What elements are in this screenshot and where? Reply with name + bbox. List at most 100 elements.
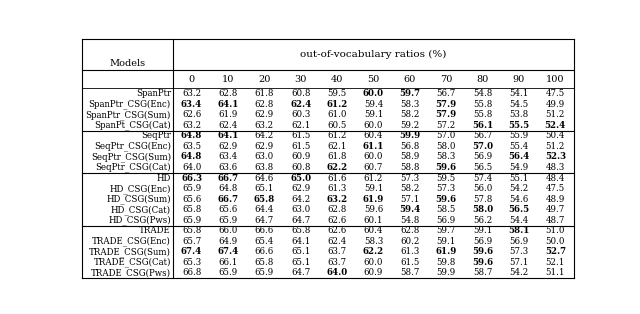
Text: 64.1: 64.1 [291, 237, 310, 246]
Text: 51.1: 51.1 [545, 268, 565, 278]
Text: 59.6: 59.6 [436, 163, 457, 172]
Text: 56.9: 56.9 [473, 153, 492, 161]
Text: 62.2: 62.2 [326, 163, 348, 172]
Text: 63.7: 63.7 [328, 247, 347, 257]
Text: 57.1: 57.1 [400, 195, 420, 204]
Text: HD_CSG(Cat): HD_CSG(Cat) [111, 205, 171, 215]
Text: 62.2: 62.2 [363, 247, 384, 257]
Text: 20: 20 [258, 75, 271, 84]
Text: 62.4: 62.4 [328, 237, 347, 246]
Text: 64.2: 64.2 [255, 131, 274, 140]
Text: 61.8: 61.8 [255, 89, 274, 98]
Text: SeqPtr_CSG(Sum): SeqPtr_CSG(Sum) [91, 152, 171, 162]
Text: 56.7: 56.7 [473, 131, 492, 140]
Text: 58.1: 58.1 [508, 226, 530, 235]
Text: 58.0: 58.0 [436, 142, 456, 151]
Text: 65.8: 65.8 [182, 205, 202, 214]
Text: 60.7: 60.7 [364, 163, 383, 172]
Text: 65.8: 65.8 [255, 258, 274, 267]
Text: 55.8: 55.8 [473, 110, 492, 119]
Text: 59.6: 59.6 [436, 195, 457, 204]
Text: 59.2: 59.2 [400, 121, 419, 130]
Text: 56.9: 56.9 [436, 216, 456, 225]
Text: 62.6: 62.6 [328, 226, 347, 235]
Text: 65.9: 65.9 [182, 216, 201, 225]
Text: 63.6: 63.6 [218, 163, 237, 172]
Text: 59.8: 59.8 [436, 258, 456, 267]
Text: 58.5: 58.5 [436, 205, 456, 214]
Text: 61.9: 61.9 [363, 195, 384, 204]
Text: 63.2: 63.2 [326, 195, 348, 204]
Text: 61.9: 61.9 [218, 110, 237, 119]
Text: 53.8: 53.8 [509, 110, 529, 119]
Text: 63.2: 63.2 [255, 121, 274, 130]
Text: 58.7: 58.7 [400, 268, 420, 278]
Text: 66.1: 66.1 [218, 258, 237, 267]
Text: 57.2: 57.2 [436, 121, 456, 130]
Text: 58.3: 58.3 [436, 153, 456, 161]
Text: 67.4: 67.4 [218, 247, 239, 257]
Text: 54.2: 54.2 [509, 184, 529, 193]
Text: 54.1: 54.1 [509, 89, 529, 98]
Text: 65.6: 65.6 [218, 205, 237, 214]
Text: 57.3: 57.3 [436, 184, 456, 193]
Text: 63.8: 63.8 [255, 163, 274, 172]
Text: 49.7: 49.7 [546, 205, 565, 214]
Text: 59.5: 59.5 [328, 89, 347, 98]
Text: 59.1: 59.1 [364, 184, 383, 193]
Text: 62.9: 62.9 [218, 142, 237, 151]
Text: 58.3: 58.3 [364, 237, 383, 246]
Text: 64.8: 64.8 [218, 184, 237, 193]
Text: 55.1: 55.1 [509, 174, 529, 182]
Text: 66.3: 66.3 [181, 174, 202, 182]
Text: HD_CSG(Pws): HD_CSG(Pws) [108, 215, 171, 225]
Text: 62.8: 62.8 [400, 226, 420, 235]
Text: 58.0: 58.0 [472, 205, 493, 214]
Text: 65.9: 65.9 [218, 216, 237, 225]
Text: TRADE_CSG(Pws): TRADE_CSG(Pws) [91, 268, 171, 278]
Text: 64.9: 64.9 [218, 237, 237, 246]
Text: 65.4: 65.4 [255, 237, 274, 246]
Text: 59.4: 59.4 [399, 205, 420, 214]
Text: 56.7: 56.7 [436, 89, 456, 98]
Text: 64.4: 64.4 [255, 205, 274, 214]
Text: 65.6: 65.6 [182, 195, 201, 204]
Text: 64.7: 64.7 [291, 216, 310, 225]
Text: 59.7: 59.7 [399, 89, 420, 98]
Text: 70: 70 [440, 75, 452, 84]
Text: 65.1: 65.1 [291, 258, 310, 267]
Text: 65.9: 65.9 [255, 268, 274, 278]
Text: 65.3: 65.3 [182, 258, 201, 267]
Text: 61.2: 61.2 [364, 174, 383, 182]
Text: 57.0: 57.0 [472, 142, 493, 151]
Text: 51.0: 51.0 [545, 226, 565, 235]
Text: 62.8: 62.8 [218, 89, 237, 98]
Text: 57.9: 57.9 [436, 100, 457, 109]
Text: 59.9: 59.9 [399, 131, 420, 140]
Text: 58.2: 58.2 [400, 184, 420, 193]
Text: 59.6: 59.6 [364, 205, 383, 214]
Text: 56.0: 56.0 [473, 184, 492, 193]
Text: 100: 100 [546, 75, 564, 84]
Text: 60.0: 60.0 [363, 89, 384, 98]
Text: HD_CSG(Enc): HD_CSG(Enc) [109, 184, 171, 193]
Text: 63.0: 63.0 [255, 153, 274, 161]
Text: 59.1: 59.1 [436, 237, 456, 246]
Text: 48.4: 48.4 [546, 174, 565, 182]
Text: 64.8: 64.8 [181, 153, 202, 161]
Text: 64.0: 64.0 [182, 163, 202, 172]
Text: 54.6: 54.6 [509, 195, 529, 204]
Text: 55.9: 55.9 [509, 131, 529, 140]
Text: 50.0: 50.0 [545, 237, 565, 246]
Text: 65.9: 65.9 [218, 268, 237, 278]
Text: TRADE_CSG(Enc): TRADE_CSG(Enc) [92, 236, 171, 246]
Text: 64.0: 64.0 [326, 268, 348, 278]
Text: 47.5: 47.5 [546, 89, 565, 98]
Text: 58.8: 58.8 [400, 163, 420, 172]
Text: 56.8: 56.8 [400, 142, 420, 151]
Text: 60.4: 60.4 [364, 131, 383, 140]
Text: 58.7: 58.7 [473, 268, 492, 278]
Text: 57.3: 57.3 [509, 247, 529, 257]
Text: 60.9: 60.9 [291, 153, 310, 161]
Text: 65.1: 65.1 [291, 247, 310, 257]
